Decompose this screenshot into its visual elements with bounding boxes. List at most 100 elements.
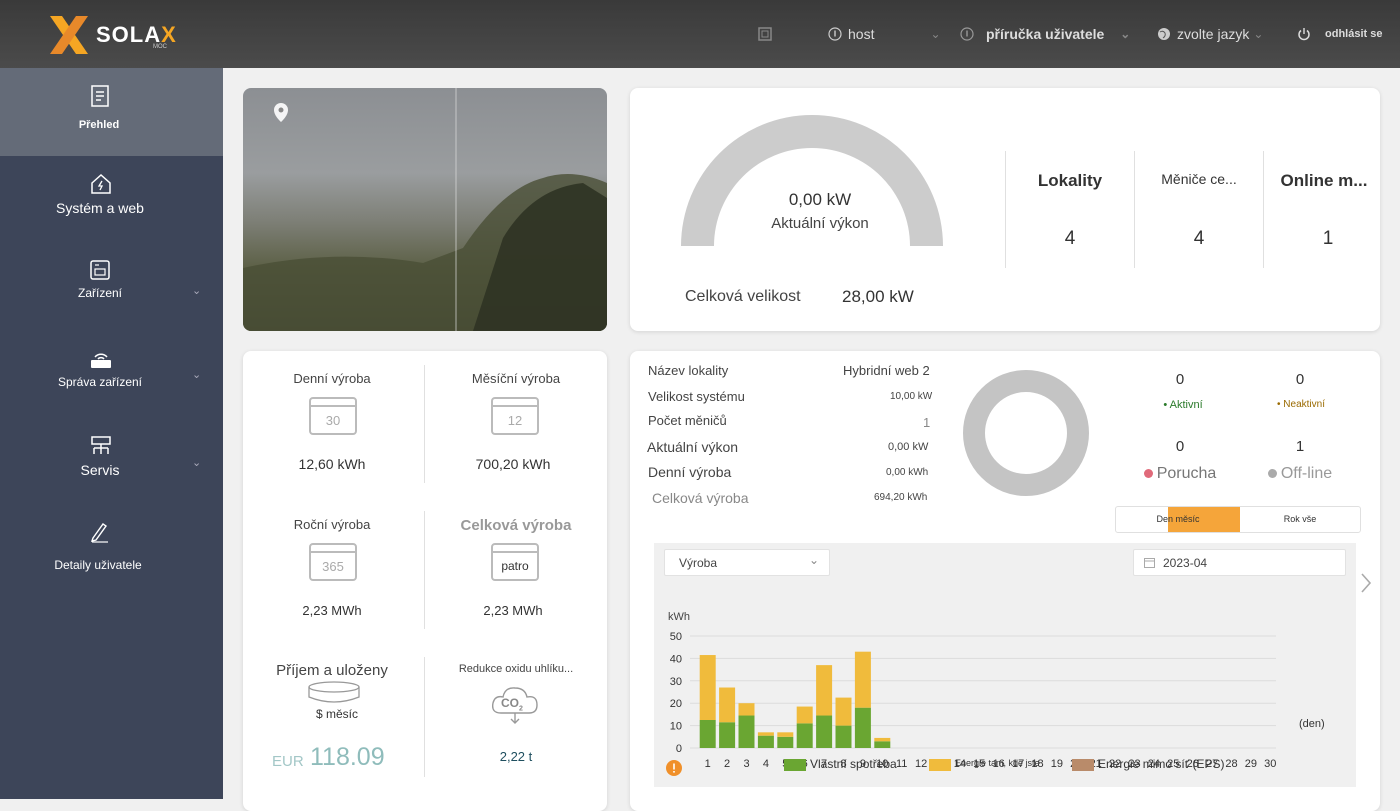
total-size-value: 28,00 kW <box>842 287 914 306</box>
brand-name-accent: X <box>161 22 177 47</box>
tab-year-all[interactable]: Rok vše <box>1283 514 1317 524</box>
co2-reduction-label: Redukce oxidu uhlíku... <box>458 663 574 675</box>
screen-toggle-button[interactable] <box>758 0 778 68</box>
status-donut <box>963 370 1089 496</box>
co2-icon-sub: 2 <box>519 705 523 713</box>
daily-production-value: 12,60 kWh <box>298 456 366 472</box>
logout-label: odhlásit se <box>1325 28 1383 40</box>
sidebar-item-device-management[interactable]: Správa zařízení ⌄ <box>0 332 223 420</box>
bar-segment <box>874 741 891 748</box>
chevron-down-icon: ⌄ <box>809 553 820 567</box>
sidebar-item-user-details[interactable]: Detaily uživatele <box>0 508 223 596</box>
bar-segment <box>874 737 891 742</box>
co2-cloud-icon <box>491 687 538 724</box>
sites-value: 4 <box>1064 228 1076 249</box>
income-value: 118.09 <box>310 743 385 771</box>
solax-x-icon <box>50 16 88 54</box>
bar-segment <box>777 736 794 748</box>
x-tick-label: 19 <box>1051 758 1063 770</box>
host-label: host <box>848 26 875 42</box>
bar-segment <box>796 723 813 748</box>
chart-type-select[interactable]: Výroba ⌄ <box>664 549 830 576</box>
y-tick-label: 40 <box>670 653 682 665</box>
yearly-production-label: Roční výroba <box>293 517 371 532</box>
sidebar-item-overview[interactable]: Přehled <box>0 68 223 156</box>
y-tick-label: 0 <box>676 743 682 755</box>
x-tick-label: 22 <box>1109 758 1121 770</box>
pen-icon <box>90 523 108 543</box>
sidebar-item-label: Detaily uživatele <box>54 558 142 572</box>
total-size-label: Celková velikost <box>685 288 801 305</box>
sidebar-item-devices[interactable]: Zařízení ⌄ <box>0 244 223 332</box>
legend-label[interactable]: Vlastní spotřeba <box>810 757 897 771</box>
site-photo <box>243 88 607 331</box>
x-tick-label: 26 <box>1187 758 1199 770</box>
language-menu[interactable]: zvolte jazyk ⌄ <box>1157 0 1263 68</box>
date-value: 2023-04 <box>1163 556 1208 570</box>
legend-label[interactable]: Energie tam, kde jste <box>955 758 1040 768</box>
legend-swatch[interactable] <box>784 759 806 771</box>
fault-count: 0 <box>1175 438 1185 455</box>
chevron-right-icon[interactable] <box>1359 572 1373 594</box>
y-tick-label: 50 <box>670 631 682 643</box>
chart-type-value: Výroba <box>679 556 718 570</box>
legend-label[interactable]: Energie mimo síť (EPS) <box>1098 757 1225 771</box>
active-count: 0 <box>1175 371 1185 388</box>
x-tick-label: 27 <box>1206 758 1218 770</box>
info-circle-icon <box>960 27 974 41</box>
offline-label: Off-line <box>1280 465 1333 482</box>
bar-segment <box>757 735 774 748</box>
x-tick-label: 15 <box>973 758 985 770</box>
legend-swatch[interactable] <box>1072 759 1094 771</box>
host-menu[interactable]: host ⌄ <box>828 0 941 68</box>
x-tick-label: 30 <box>1264 758 1276 770</box>
solax-logo: SOLAX MOC <box>48 14 188 56</box>
router-icon <box>91 353 111 368</box>
calendar-icon: patro <box>491 543 539 581</box>
globe-icon <box>1158 28 1170 40</box>
co2-reduction-value: 2,22 t <box>499 749 533 764</box>
bar-segment <box>738 715 755 748</box>
production-card: Denní výroba 30 12,60 kWh Měsíční výroba… <box>243 351 607 811</box>
bar-segment <box>816 665 833 716</box>
x-tick-label: 23 <box>1128 758 1140 770</box>
x-tick-label: 14 <box>954 758 966 770</box>
bar-segment <box>835 697 852 726</box>
income-label: Příjem a uloženy <box>276 662 388 679</box>
tab-day-month[interactable] <box>1168 507 1240 532</box>
gauge-label: Aktuální výkon <box>771 215 869 232</box>
bar-segment <box>854 651 871 708</box>
sidebar-item-service[interactable]: Servis ⌄ <box>0 420 223 508</box>
calendar-icon: 12 <box>491 397 539 435</box>
legend-swatch[interactable] <box>929 759 951 771</box>
x-axis-label: (den) <box>1299 718 1325 730</box>
inverter-count-label: Počet měničů <box>648 413 727 428</box>
brand-sub: MOC <box>153 44 167 50</box>
bar-segment <box>854 707 871 748</box>
x-tick-label: 12 <box>915 758 927 770</box>
x-tick-label: 28 <box>1225 758 1237 770</box>
manual-label: příručka uživatele <box>986 26 1105 42</box>
warning-icon[interactable] <box>666 760 682 776</box>
current-power-label: Aktuální výkon <box>647 439 739 455</box>
site-detail-card: Název lokality Hybridní web 2 Velikost s… <box>630 351 1380 811</box>
sidebar-item-label: Správa zařízení <box>57 375 143 389</box>
x-tick-label: 4 <box>763 758 769 770</box>
online-value: 1 <box>1322 228 1334 249</box>
logout-button[interactable]: odhlásit se <box>1297 0 1382 68</box>
sidebar-item-system[interactable]: Systém a web <box>0 156 223 244</box>
inverter-count-value: 1 <box>923 415 931 430</box>
bar-segment <box>777 732 794 737</box>
manual-menu[interactable]: příručka uživatele ⌄ <box>960 0 1130 68</box>
y-tick-label: 20 <box>670 698 682 710</box>
x-tick-label: 18 <box>1031 758 1043 770</box>
sidebar: Přehled Systém a web Zařízení ⌄ Správa z… <box>0 68 223 799</box>
date-picker[interactable]: 2023-04 <box>1133 549 1346 576</box>
total-production-value: 2,23 MWh <box>483 603 543 618</box>
inactive-label: Neaktivní <box>1283 399 1325 410</box>
x-tick-label: 11 <box>896 758 907 770</box>
daily-yield-value: 0,00 kWh <box>886 467 929 478</box>
calendar-icon <box>1144 558 1155 568</box>
sites-label: Lokality <box>1037 171 1103 190</box>
bar-segment <box>699 655 716 720</box>
